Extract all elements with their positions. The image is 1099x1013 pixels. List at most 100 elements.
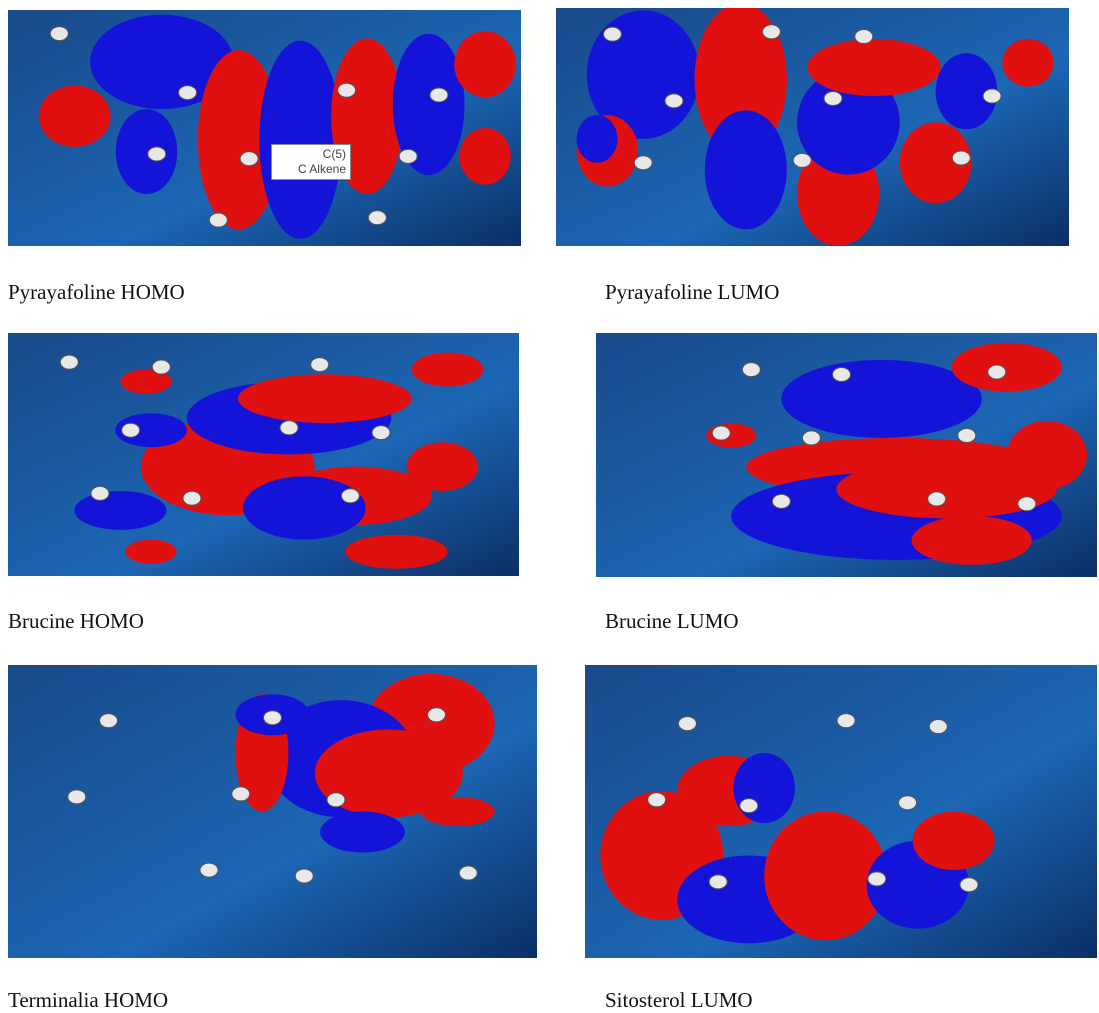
orbital-image — [585, 665, 1097, 958]
atom — [761, 24, 781, 40]
atom — [49, 26, 69, 42]
atom — [854, 29, 874, 45]
atom — [708, 874, 728, 890]
atom — [959, 877, 979, 893]
atom — [182, 490, 202, 506]
atom — [279, 420, 299, 436]
orbital-lobe — [74, 490, 167, 530]
orbital-lobe — [576, 115, 618, 163]
orbital-image — [596, 333, 1097, 577]
atom — [178, 85, 198, 101]
atom — [647, 792, 667, 808]
atom — [982, 88, 1002, 104]
orbital-lobe — [454, 31, 516, 98]
tooltip: C(5) C Alkene — [271, 144, 351, 180]
orbital-lobe — [836, 459, 1057, 519]
orbital-image — [8, 333, 519, 576]
atom — [957, 427, 977, 443]
atom — [801, 430, 821, 446]
orbital-lobe — [459, 128, 511, 185]
orbital-lobe — [899, 122, 972, 204]
orbital-image — [8, 10, 521, 246]
atom — [951, 150, 971, 166]
atom — [67, 789, 87, 805]
orbital-lobe — [781, 359, 982, 438]
atom — [99, 713, 119, 729]
atom — [90, 485, 110, 501]
atom — [823, 90, 843, 106]
orbital-lobe — [345, 534, 448, 569]
atom — [326, 792, 346, 808]
orbital-lobe — [1002, 38, 1054, 87]
atom — [771, 493, 791, 509]
atom — [231, 786, 251, 802]
orbital-lobe — [1006, 420, 1087, 490]
orbital-lobe — [797, 69, 900, 175]
atom — [1017, 496, 1037, 512]
atom — [867, 871, 887, 887]
orbital-lobe — [115, 413, 187, 448]
orbital-lobe — [392, 33, 465, 176]
atom — [633, 155, 653, 171]
orbital-lobe — [120, 369, 172, 394]
caption: Brucine HOMO — [8, 609, 144, 633]
atom — [121, 422, 141, 438]
orbital-lobe — [259, 40, 342, 239]
orbital-lobe — [197, 50, 280, 230]
orbital-lobe — [411, 352, 484, 387]
atom — [263, 710, 282, 726]
orbital-lobe — [406, 442, 479, 491]
atom — [199, 862, 219, 878]
atom — [294, 868, 314, 884]
atom — [367, 210, 387, 226]
atom — [741, 362, 761, 378]
atom — [398, 148, 418, 164]
atom — [928, 719, 948, 735]
atom — [340, 488, 360, 504]
atom — [711, 425, 731, 441]
atom — [739, 798, 759, 814]
caption: Brucine LUMO — [605, 609, 739, 633]
orbital-lobe — [237, 374, 412, 423]
orbital-lobe — [115, 109, 178, 195]
orbital-lobe — [733, 752, 795, 824]
orbital-lobe — [911, 516, 1032, 565]
orbital-lobe — [704, 110, 787, 230]
atom — [426, 707, 446, 723]
atom — [429, 87, 449, 103]
caption: Pyrayafoline HOMO — [8, 280, 185, 304]
caption: Pyrayafoline LUMO — [605, 280, 780, 304]
tooltip-atom: C(5) — [322, 147, 346, 161]
orbital-image — [556, 8, 1069, 246]
orbital-lobe — [243, 476, 366, 540]
caption: Terminalia HOMO — [8, 988, 169, 1012]
orbital-lobe — [764, 811, 888, 941]
atom — [677, 716, 697, 732]
orbital-lobe — [90, 14, 234, 110]
atom — [147, 146, 167, 162]
orbital-lobe — [420, 796, 495, 827]
atom — [151, 359, 171, 375]
atom — [987, 364, 1007, 380]
atom — [239, 151, 259, 167]
atom — [458, 865, 478, 881]
atom — [310, 357, 330, 373]
atom — [208, 212, 228, 228]
atom — [792, 152, 812, 168]
atom — [927, 491, 947, 507]
tooltip-type: C Alkene — [297, 162, 346, 176]
orbital-lobe — [807, 38, 941, 97]
orbital-lobe — [935, 53, 998, 130]
atom — [898, 795, 918, 811]
orbital-lobe — [125, 539, 177, 564]
orbital-lobe — [314, 729, 463, 818]
orbital-lobe — [320, 811, 405, 853]
orbital-lobe — [38, 85, 111, 147]
orbital-lobe — [912, 811, 995, 871]
caption: Sitosterol LUMO — [605, 988, 753, 1012]
atom — [602, 26, 622, 42]
atom — [371, 425, 391, 441]
atom — [664, 93, 684, 109]
atom — [831, 366, 851, 382]
